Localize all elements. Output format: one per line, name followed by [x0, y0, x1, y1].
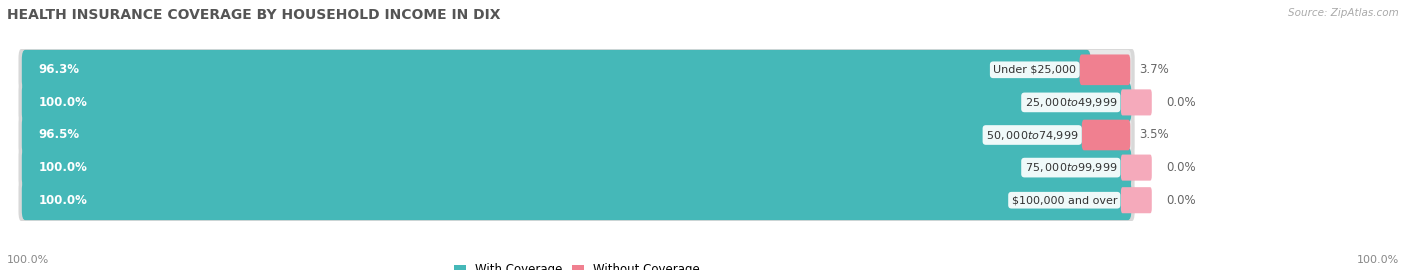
Text: $100,000 and over: $100,000 and over	[1011, 195, 1116, 205]
Legend: With Coverage, Without Coverage: With Coverage, Without Coverage	[450, 259, 704, 270]
FancyBboxPatch shape	[21, 180, 1132, 220]
FancyBboxPatch shape	[21, 180, 1132, 220]
Text: $25,000 to $49,999: $25,000 to $49,999	[1025, 96, 1116, 109]
FancyBboxPatch shape	[21, 115, 1132, 155]
Text: 100.0%: 100.0%	[38, 161, 87, 174]
FancyBboxPatch shape	[18, 146, 1135, 189]
FancyBboxPatch shape	[21, 83, 1132, 122]
Text: 0.0%: 0.0%	[1167, 161, 1197, 174]
FancyBboxPatch shape	[21, 83, 1132, 122]
FancyBboxPatch shape	[21, 50, 1132, 90]
Text: $75,000 to $99,999: $75,000 to $99,999	[1025, 161, 1116, 174]
Text: 100.0%: 100.0%	[7, 255, 49, 265]
FancyBboxPatch shape	[21, 115, 1092, 155]
Text: 3.5%: 3.5%	[1139, 129, 1168, 141]
Text: Under $25,000: Under $25,000	[993, 65, 1076, 75]
FancyBboxPatch shape	[1121, 187, 1152, 213]
Text: 100.0%: 100.0%	[38, 194, 87, 207]
Text: 96.3%: 96.3%	[38, 63, 79, 76]
FancyBboxPatch shape	[21, 148, 1132, 187]
Text: 96.5%: 96.5%	[38, 129, 80, 141]
FancyBboxPatch shape	[21, 148, 1132, 187]
Text: 100.0%: 100.0%	[1357, 255, 1399, 265]
FancyBboxPatch shape	[18, 179, 1135, 221]
FancyBboxPatch shape	[1121, 154, 1152, 181]
FancyBboxPatch shape	[1081, 120, 1130, 150]
Text: 0.0%: 0.0%	[1167, 194, 1197, 207]
Text: 100.0%: 100.0%	[38, 96, 87, 109]
FancyBboxPatch shape	[21, 50, 1091, 90]
FancyBboxPatch shape	[18, 81, 1135, 124]
Text: $50,000 to $74,999: $50,000 to $74,999	[986, 129, 1078, 141]
FancyBboxPatch shape	[18, 114, 1135, 156]
FancyBboxPatch shape	[18, 49, 1135, 91]
FancyBboxPatch shape	[1121, 89, 1152, 116]
Text: HEALTH INSURANCE COVERAGE BY HOUSEHOLD INCOME IN DIX: HEALTH INSURANCE COVERAGE BY HOUSEHOLD I…	[7, 8, 501, 22]
Text: Source: ZipAtlas.com: Source: ZipAtlas.com	[1288, 8, 1399, 18]
Text: 3.7%: 3.7%	[1139, 63, 1168, 76]
Text: 0.0%: 0.0%	[1167, 96, 1197, 109]
FancyBboxPatch shape	[1080, 55, 1130, 85]
